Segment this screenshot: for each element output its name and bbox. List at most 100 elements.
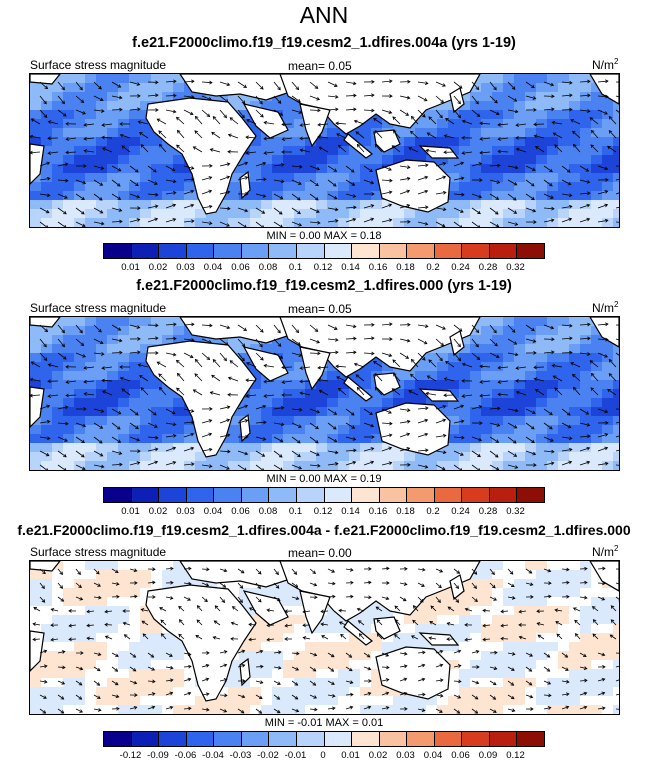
- colorbar-tick-label: 0.03: [176, 506, 195, 517]
- colorbar-swatch: [352, 244, 380, 258]
- panel-1-mean-label: mean= 0.05: [288, 59, 352, 73]
- colorbar-tick-label: 0.03: [176, 262, 195, 273]
- panel-3-map-plot: [30, 561, 619, 714]
- colorbar-swatch: [517, 732, 544, 746]
- panel-3-mean-label: mean= 0.00: [288, 546, 352, 560]
- land-australia: [375, 402, 451, 456]
- land-africa: [145, 584, 257, 702]
- land-newguinea: [418, 388, 460, 402]
- colorbar-swatch: [379, 488, 408, 502]
- panel-2-units-label: N/m2: [592, 300, 619, 315]
- panel-2-title: f.e21.F2000climo.f19_f19.cesm2_1.dfires.…: [136, 278, 512, 294]
- colorbar-swatch: [324, 244, 353, 258]
- colorbar-swatch: [241, 732, 270, 746]
- colorbar-swatch: [407, 244, 435, 258]
- land-southamerica: [30, 630, 45, 672]
- colorbar-swatch: [131, 488, 160, 502]
- colorbar-tick-label: -0.09: [147, 750, 169, 761]
- panel-3-variable-label: Surface stress magnitude: [30, 545, 167, 559]
- land-namerica: [589, 74, 619, 105]
- colorbar-swatch: [462, 732, 490, 746]
- colorbar-tick-label: 0: [320, 750, 326, 761]
- panel-3-colorbar: [103, 731, 545, 747]
- land-borneo: [373, 616, 401, 640]
- panel-1-colorbar: [103, 243, 545, 259]
- colorbar-swatch: [489, 244, 518, 258]
- colorbar-tick-label: 0.06: [231, 506, 250, 517]
- colorbar-tick-label: 0.06: [451, 750, 470, 761]
- land-masses: [30, 561, 619, 702]
- colorbar-swatch: [324, 732, 353, 746]
- colorbar-swatch: [131, 244, 160, 258]
- colorbar-swatch: [434, 732, 463, 746]
- colorbar-swatch: [379, 244, 408, 258]
- colorbar-swatch: [379, 732, 408, 746]
- colorbar-swatch: [407, 732, 435, 746]
- colorbar-tick-label: 0.12: [313, 262, 333, 273]
- colorbar-tick-label: 0.2: [426, 506, 440, 517]
- land-india: [299, 103, 331, 148]
- colorbar-tick-label: -0.03: [229, 750, 252, 761]
- colorbar-swatch: [214, 732, 242, 746]
- colorbar-swatch: [214, 488, 242, 502]
- colorbar-tick-label: -0.04: [202, 750, 224, 761]
- colorbar-tick-label: 0.09: [478, 750, 498, 761]
- colorbar-tick-label: 0.01: [341, 750, 360, 761]
- colorbar-swatch: [104, 244, 132, 258]
- colorbar-swatch: [296, 244, 325, 258]
- colorbar-swatch: [489, 488, 518, 502]
- colorbar-tick-label: 0.1: [288, 506, 303, 517]
- wind-vectors: [30, 79, 619, 227]
- colorbar-tick-label: 0.16: [368, 262, 388, 273]
- colorbar-swatch: [352, 488, 380, 502]
- panel-2-minmax: MIN = 0.00 MAX = 0.19: [266, 473, 382, 485]
- land-greenland: [30, 74, 61, 85]
- colorbar-tick-label: 0.18: [396, 506, 415, 517]
- panel-1-colorbar-labels: 0.01 0.02 0.03 0.04 0.06 0.08 0.1 0.12 0.14 0.16 0…: [103, 262, 543, 274]
- panel-2-variable-label: Surface stress magnitude: [30, 301, 167, 315]
- wind-vectors: [32, 566, 619, 714]
- land-greenland: [30, 561, 61, 572]
- colorbar-tick-label: 0.32: [506, 262, 525, 273]
- colorbar-swatch: [517, 488, 544, 502]
- colorbar-tick-label: 0.16: [368, 506, 388, 517]
- colorbar-swatch: [269, 732, 297, 746]
- colorbar-swatch: [434, 488, 463, 502]
- colorbar-swatch: [104, 732, 132, 746]
- colorbar-tick-label: 0.02: [148, 262, 168, 273]
- land-australia: [375, 159, 451, 213]
- land-namerica: [589, 317, 619, 348]
- colorbar-tick-label: 0.08: [258, 262, 278, 273]
- colorbar-tick-label: 0.28: [478, 506, 498, 517]
- land-southamerica: [30, 143, 45, 185]
- colorbar-swatch: [186, 244, 215, 258]
- panel-3-minmax: MIN = -0.01 MAX = 0.01: [264, 717, 384, 729]
- colorbar-tick-label: 0.12: [313, 506, 333, 517]
- colorbar-tick-label: 0.2: [426, 262, 440, 273]
- colorbar-tick-label: 0.12: [506, 750, 525, 761]
- colorbar-tick-label: 0.18: [396, 262, 415, 273]
- colorbar-swatch: [407, 488, 435, 502]
- colorbar-tick-label: 0.01: [121, 262, 140, 273]
- land-masses: [30, 74, 619, 215]
- panel-3-title: f.e21.F2000climo.f19_f19.cesm2_1.dfires.…: [17, 522, 631, 538]
- land-masses: [30, 317, 619, 458]
- land-arabia: [242, 103, 289, 139]
- colorbar-swatch: [159, 488, 187, 502]
- land-newguinea: [418, 632, 460, 646]
- colorbar-swatch: [269, 488, 297, 502]
- colorbar-swatch: [186, 488, 215, 502]
- colorbar-tick-label: 0.06: [231, 262, 250, 273]
- colorbar-tick-label: 0.14: [341, 262, 360, 273]
- panel-3-units-label: N/m2: [592, 544, 619, 559]
- colorbar-swatch: [159, 732, 187, 746]
- land-newguinea: [418, 145, 460, 159]
- colorbar-swatch: [241, 488, 270, 502]
- panel-2-colorbar-labels: 0.01 0.02 0.03 0.04 0.06 0.08 0.1 0.12 0.14 0.16 0…: [103, 506, 543, 518]
- panel-1-minmax: MIN = 0.00 MAX = 0.18: [266, 230, 382, 242]
- land-australia: [375, 646, 451, 700]
- colorbar-tick-label: -0.02: [257, 750, 279, 761]
- colorbar-swatch: [241, 244, 270, 258]
- wind-vectors: [30, 322, 619, 470]
- colorbar-swatch: [489, 732, 518, 746]
